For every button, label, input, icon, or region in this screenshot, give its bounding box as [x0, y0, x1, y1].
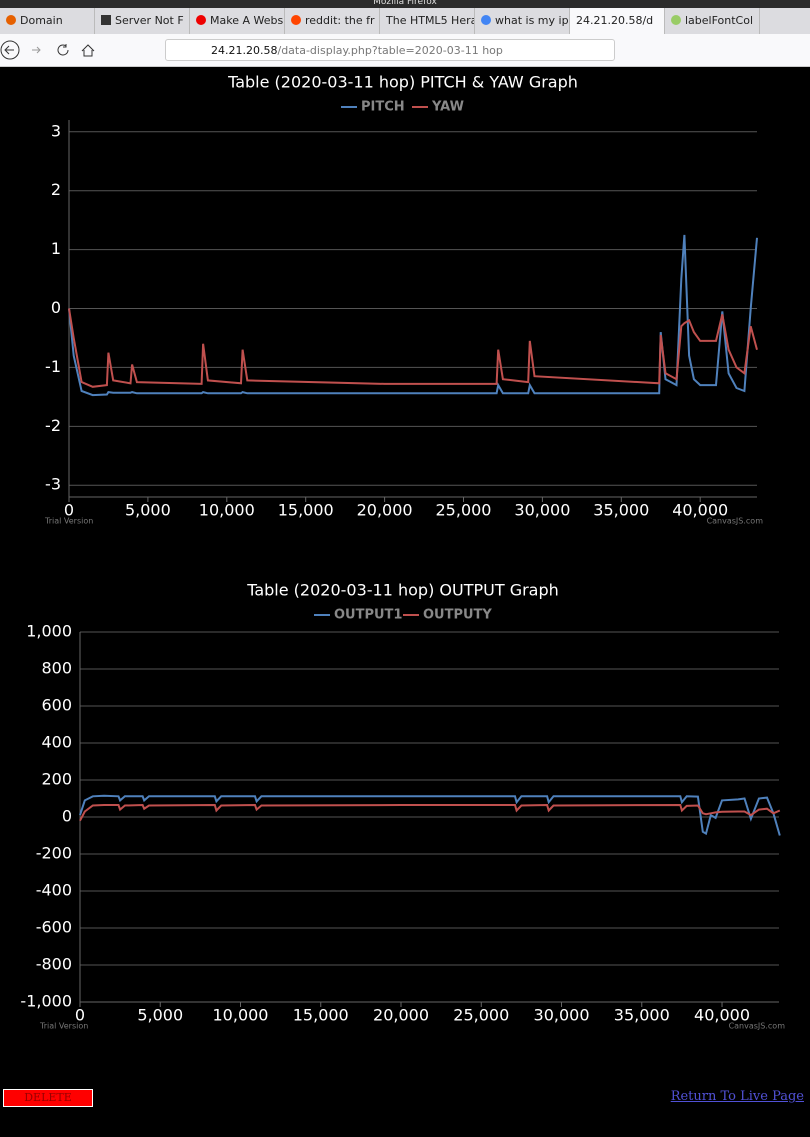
return-link[interactable]: Return To Live Page: [670, 1089, 804, 1104]
back-icon: [4, 45, 14, 55]
data-line: [68, 308, 758, 388]
tab-label: Make A Webs: [210, 14, 284, 27]
data-line: [68, 234, 758, 397]
y-tick-label: 200: [41, 770, 72, 789]
x-tick-label: 10,000: [213, 1006, 269, 1025]
url-host: 24.21.20.58: [211, 44, 278, 57]
x-tick-label: 5,000: [125, 501, 171, 520]
x-tick-label: 0: [75, 1006, 85, 1025]
tab-label: labelFontCol: [685, 14, 754, 27]
x-tick-label: 30,000: [514, 501, 570, 520]
tab[interactable]: reddit: the fr: [285, 8, 380, 34]
y-tick-label: -3: [45, 475, 61, 494]
x-tick-label: 20,000: [373, 1006, 429, 1025]
watermark: CanvasJS.com: [729, 1022, 786, 1031]
tab[interactable]: 24.21.20.58/d: [570, 8, 665, 34]
x-tick-label: 20,000: [357, 501, 413, 520]
chart-title: Table (2020-03-11 hop) OUTPUT Graph: [246, 581, 559, 600]
legend-label: PITCH: [361, 100, 405, 115]
x-tick-label: 25,000: [436, 501, 492, 520]
data-line: [79, 794, 781, 836]
tab-label: Domain: [20, 14, 63, 27]
watermark: CanvasJS.com: [707, 517, 764, 526]
x-tick-label: 40,000: [694, 1006, 750, 1025]
forward-icon[interactable]: [32, 46, 41, 54]
y-tick-label: 600: [41, 696, 72, 715]
y-tick-label: -800: [36, 955, 72, 974]
x-tick-label: 5,000: [137, 1006, 183, 1025]
y-tick-label: -200: [36, 844, 72, 863]
watermark: Trial Version: [39, 1022, 88, 1031]
reload-icon[interactable]: [57, 44, 69, 56]
x-tick-label: 15,000: [278, 501, 334, 520]
y-tick-label: 1,000: [26, 622, 72, 641]
tab-bar: Domain Server Not F Make A Webs reddit: …: [0, 8, 810, 34]
tab[interactable]: The HTML5 Hera: [380, 8, 475, 34]
back-button[interactable]: [0, 40, 20, 60]
tab-label: reddit: the fr: [305, 14, 375, 27]
x-tick-label: 35,000: [614, 1006, 670, 1025]
delete-button[interactable]: DELETE TABLE: [3, 1089, 93, 1107]
x-tick-label: 40,000: [672, 501, 728, 520]
home-icon[interactable]: [81, 44, 95, 57]
url-bar[interactable]: 24.21.20.58/data-display.php?table=2020-…: [165, 39, 615, 61]
x-tick-label: 15,000: [293, 1006, 349, 1025]
y-tick-label: -1,000: [20, 992, 72, 1011]
tab-label: Server Not F: [115, 14, 184, 27]
y-tick-label: 0: [51, 298, 61, 317]
x-tick-label: 10,000: [199, 501, 255, 520]
y-tick-label: 3: [51, 121, 61, 140]
tab[interactable]: Domain: [0, 8, 95, 34]
y-tick-label: 2: [51, 180, 61, 199]
window-title: Mozilla Firefox: [0, 0, 810, 8]
y-tick-label: 1: [51, 239, 61, 258]
y-tick-label: 0: [62, 807, 72, 826]
x-tick-label: 35,000: [593, 501, 649, 520]
nav-buttons[interactable]: [0, 34, 160, 66]
tab-label: what is my ip: [495, 14, 569, 27]
x-tick-label: 25,000: [453, 1006, 509, 1025]
y-tick-label: -600: [36, 918, 72, 937]
legend-label: OUTPUTY: [423, 608, 492, 623]
url-path: /data-display.php?table=2020-03-11 hop: [277, 44, 503, 57]
tab-label: 24.21.20.58/d: [576, 14, 654, 27]
tab[interactable]: Server Not F: [95, 8, 190, 34]
legend-label: OUTPUT1: [334, 608, 402, 623]
data-line: [79, 803, 781, 822]
nav-bar: 24.21.20.58/data-display.php?table=2020-…: [0, 34, 810, 67]
browser-chrome: Mozilla Firefox Domain Server Not F Make…: [0, 0, 810, 67]
x-tick-label: 30,000: [534, 1006, 590, 1025]
tab[interactable]: Make A Webs: [190, 8, 285, 34]
y-tick-label: -400: [36, 881, 72, 900]
y-tick-label: -1: [45, 357, 61, 376]
legend-label: YAW: [431, 100, 464, 115]
y-tick-label: 800: [41, 659, 72, 678]
y-tick-label: 400: [41, 733, 72, 752]
y-tick-label: -2: [45, 416, 61, 435]
chart-title: Table (2020-03-11 hop) PITCH & YAW Graph: [227, 73, 578, 92]
x-tick-label: 0: [64, 501, 74, 520]
watermark: Trial Version: [44, 517, 93, 526]
tab[interactable]: labelFontCol: [665, 8, 760, 34]
tab-label: The HTML5 Hera: [386, 14, 475, 27]
charts: Table (2020-03-11 hop) PITCH & YAW Graph…: [20, 73, 786, 1031]
tab[interactable]: what is my ip: [475, 8, 570, 34]
